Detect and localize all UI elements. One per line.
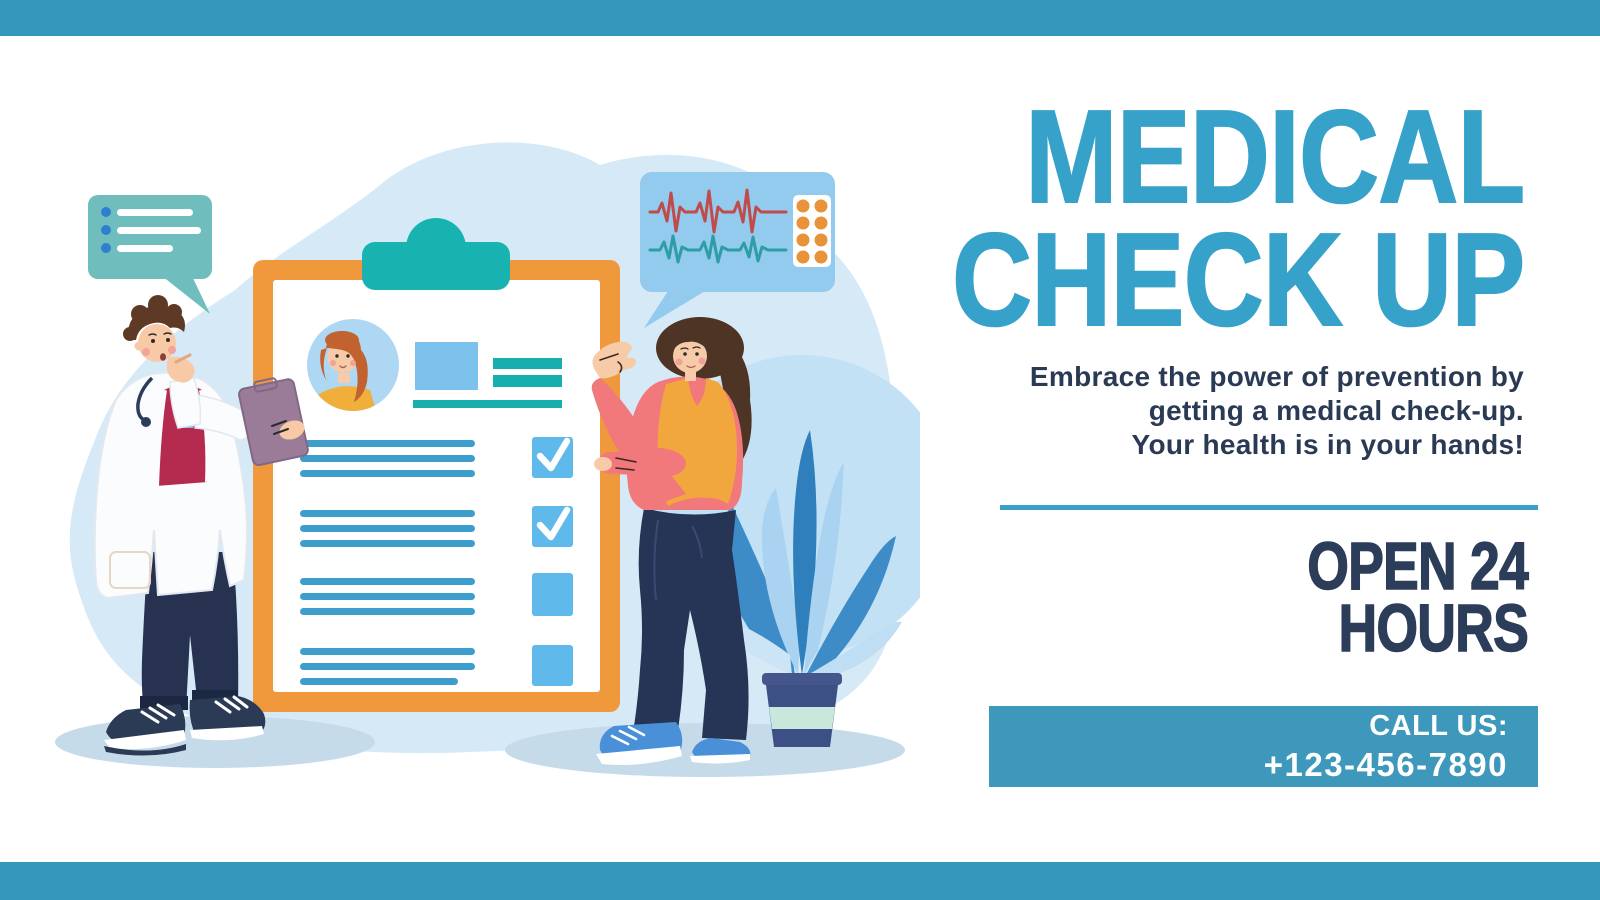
coat-pocket <box>109 551 151 589</box>
stethoscope-icon <box>136 376 154 427</box>
doctor-figure <box>93 295 309 756</box>
description-line-2: getting a medical check-up. <box>1148 395 1524 426</box>
patient-bent-arm <box>594 448 686 476</box>
form-header-bars <box>413 358 562 408</box>
patient-sneakers <box>596 722 751 765</box>
doctor-head <box>123 295 202 429</box>
clipboard <box>253 218 620 712</box>
checkbox-empty-1 <box>532 573 573 616</box>
patient-head <box>672 333 708 381</box>
speech-bubble-list-icon <box>88 195 212 314</box>
page-title: MEDICAL CHECK UP <box>951 83 1526 353</box>
plant-pot <box>762 673 842 747</box>
pill-pack-icon <box>793 195 831 267</box>
bottom-accent-bar <box>0 862 1600 900</box>
checkbox-checked-2 <box>532 506 573 547</box>
top-accent-bar <box>0 0 1600 36</box>
call-us-box[interactable]: CALL US: +123-456-7890 <box>989 706 1538 787</box>
open-hours-text: OPEN 24 HOURS <box>1307 529 1530 666</box>
patient-figure <box>591 317 752 765</box>
description-text: Embrace the power of prevention by getti… <box>1030 360 1524 462</box>
description-line-3: Your health is in your hands! <box>1131 429 1524 460</box>
divider-line <box>1000 505 1538 510</box>
clipboard-clip <box>362 218 510 290</box>
medical-checkup-illustration <box>40 90 952 790</box>
hours-line-1: OPEN 24 <box>1307 529 1530 604</box>
checklist-lines <box>300 440 475 685</box>
description-line-1: Embrace the power of prevention by <box>1029 361 1524 392</box>
title-line-1: MEDICAL <box>1024 83 1526 230</box>
ecg-line-red <box>648 188 788 234</box>
doctor-hand <box>279 420 305 440</box>
call-us-label: CALL US: <box>1369 709 1508 742</box>
doctor-shoes <box>104 695 266 756</box>
form-photo-field <box>415 342 478 390</box>
hours-line-2: HOURS <box>1338 590 1530 666</box>
avatar-photo <box>307 319 399 411</box>
title-line-2: CHECK UP <box>951 205 1526 353</box>
patient-hand-on-clipboard <box>592 341 636 379</box>
doctor-tablet <box>238 377 309 467</box>
ecg-line-teal <box>648 234 788 264</box>
checkbox-empty-2 <box>532 645 573 686</box>
checkbox-checked-1 <box>532 437 573 478</box>
phone-number: +123-456-7890 <box>1263 745 1508 783</box>
speech-bubble-ecg-icon <box>640 172 835 328</box>
